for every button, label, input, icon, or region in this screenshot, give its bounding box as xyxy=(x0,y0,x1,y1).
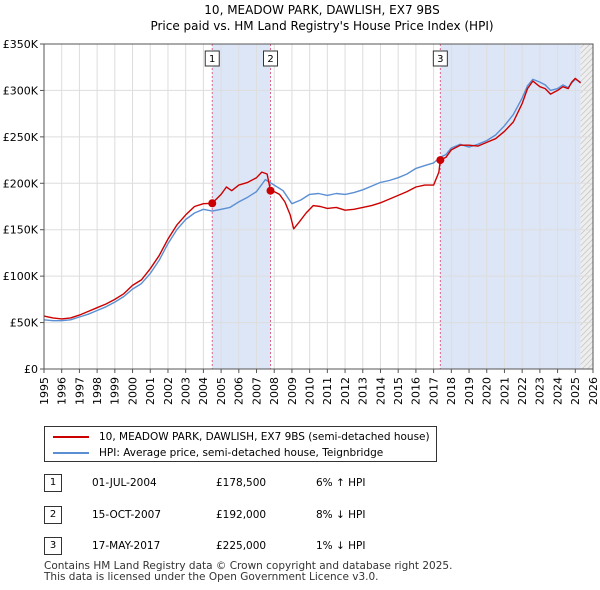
transaction-hpi: 6% ↑ HPI xyxy=(316,477,366,489)
y-tick-label: £350K xyxy=(3,38,39,51)
transaction-hpi: 1% ↓ HPI xyxy=(316,540,366,552)
footer-copyright: Contains HM Land Registry data © Crown c… xyxy=(44,560,453,572)
x-tick-label: 2015 xyxy=(392,377,405,405)
x-tick-label: 2002 xyxy=(162,377,175,405)
x-tick-label: 2019 xyxy=(463,377,476,405)
chart-subtitle: Price paid vs. HM Land Registry's House … xyxy=(150,19,493,33)
y-tick-label: £100K xyxy=(3,270,39,283)
transaction-label: 1 xyxy=(209,54,215,65)
legend-swatch-price xyxy=(53,436,89,438)
x-tick-label: 2011 xyxy=(321,377,334,405)
legend-item-price: 10, MEADOW PARK, DAWLISH, EX7 9BS (semi-… xyxy=(53,429,430,445)
x-tick-label: 2014 xyxy=(374,377,387,405)
chart-legend: 10, MEADOW PARK, DAWLISH, EX7 9BS (semi-… xyxy=(44,426,437,462)
transaction-label-box xyxy=(263,50,279,67)
x-tick-label: 2009 xyxy=(286,377,299,405)
x-tick-label: 2021 xyxy=(498,377,511,405)
x-tick-label: 2024 xyxy=(551,377,564,405)
y-tick-label: £250K xyxy=(3,131,39,144)
x-tick-label: 2010 xyxy=(303,377,316,405)
forecast-hatch xyxy=(580,44,593,369)
y-tick-label: £300K xyxy=(3,84,39,97)
footer: Contains HM Land Registry data © Crown c… xyxy=(44,561,452,583)
legend-item-hpi: HPI: Average price, semi-detached house,… xyxy=(53,445,383,461)
x-tick-label: 2003 xyxy=(180,377,193,405)
y-tick-label: £50K xyxy=(10,317,39,330)
x-tick-label: 2004 xyxy=(197,377,210,405)
transaction-number: 3 xyxy=(44,537,62,555)
legend-label-hpi: HPI: Average price, semi-detached house,… xyxy=(99,447,384,459)
transaction-number: 1 xyxy=(44,474,62,492)
transaction-label-box xyxy=(432,50,448,67)
transaction-number: 2 xyxy=(44,506,62,524)
x-tick-label: 2008 xyxy=(268,377,281,405)
transaction-date: 01-JUL-2004 xyxy=(92,477,157,489)
transaction-price: £178,500 xyxy=(216,477,267,489)
transaction-price: £192,000 xyxy=(216,509,267,521)
transaction-label: 3 xyxy=(437,54,443,65)
x-tick-label: 2018 xyxy=(445,377,458,405)
x-tick-label: 1999 xyxy=(109,377,122,405)
y-tick-label: £200K xyxy=(3,177,39,190)
x-tick-label: 2013 xyxy=(357,377,370,405)
transaction-point xyxy=(436,156,445,165)
x-tick-label: 2026 xyxy=(587,377,600,405)
x-tick-label: 2000 xyxy=(126,377,139,405)
x-tick-label: 2022 xyxy=(516,377,529,405)
transaction-point xyxy=(266,186,275,195)
x-tick-label: 2016 xyxy=(410,377,423,405)
chart-title: 10, MEADOW PARK, DAWLISH, EX7 9BS xyxy=(204,3,439,17)
transaction-label-box xyxy=(204,50,220,67)
x-tick-label: 2012 xyxy=(339,377,352,405)
y-tick-label: £150K xyxy=(3,224,39,237)
x-tick-label: 2007 xyxy=(250,377,263,405)
transaction-date: 17-MAY-2017 xyxy=(92,540,161,552)
transaction-price: £225,000 xyxy=(216,540,267,552)
legend-label-price: 10, MEADOW PARK, DAWLISH, EX7 9BS (semi-… xyxy=(99,431,430,443)
transaction-hpi: 8% ↓ HPI xyxy=(316,509,366,521)
series-line-price xyxy=(43,77,582,320)
price-chart: 10, MEADOW PARK, DAWLISH, EX7 9BS Price … xyxy=(3,3,600,405)
shaded-period xyxy=(212,44,271,369)
footer-license: This data is licensed under the Open Gov… xyxy=(44,571,379,583)
x-tick-label: 2020 xyxy=(481,377,494,405)
x-tick-label: 1995 xyxy=(38,377,51,405)
plot-frame xyxy=(43,43,594,370)
x-tick-label: 2001 xyxy=(144,377,157,405)
x-tick-label: 1996 xyxy=(56,377,69,405)
transaction-point xyxy=(208,199,217,208)
series-line-hpi xyxy=(43,78,581,322)
legend-swatch-hpi xyxy=(53,452,89,454)
x-tick-label: 2005 xyxy=(215,377,228,405)
transaction-date: 15-OCT-2007 xyxy=(92,509,161,521)
x-tick-label: 1998 xyxy=(91,377,104,405)
x-tick-label: 2017 xyxy=(427,377,440,405)
shaded-period xyxy=(440,44,581,369)
y-tick-label: £0 xyxy=(24,363,38,376)
x-tick-label: 2025 xyxy=(569,377,582,405)
transaction-label: 2 xyxy=(267,54,273,65)
x-tick-label: 2023 xyxy=(534,377,547,405)
x-tick-label: 1997 xyxy=(73,377,86,405)
x-tick-label: 2006 xyxy=(233,377,246,405)
